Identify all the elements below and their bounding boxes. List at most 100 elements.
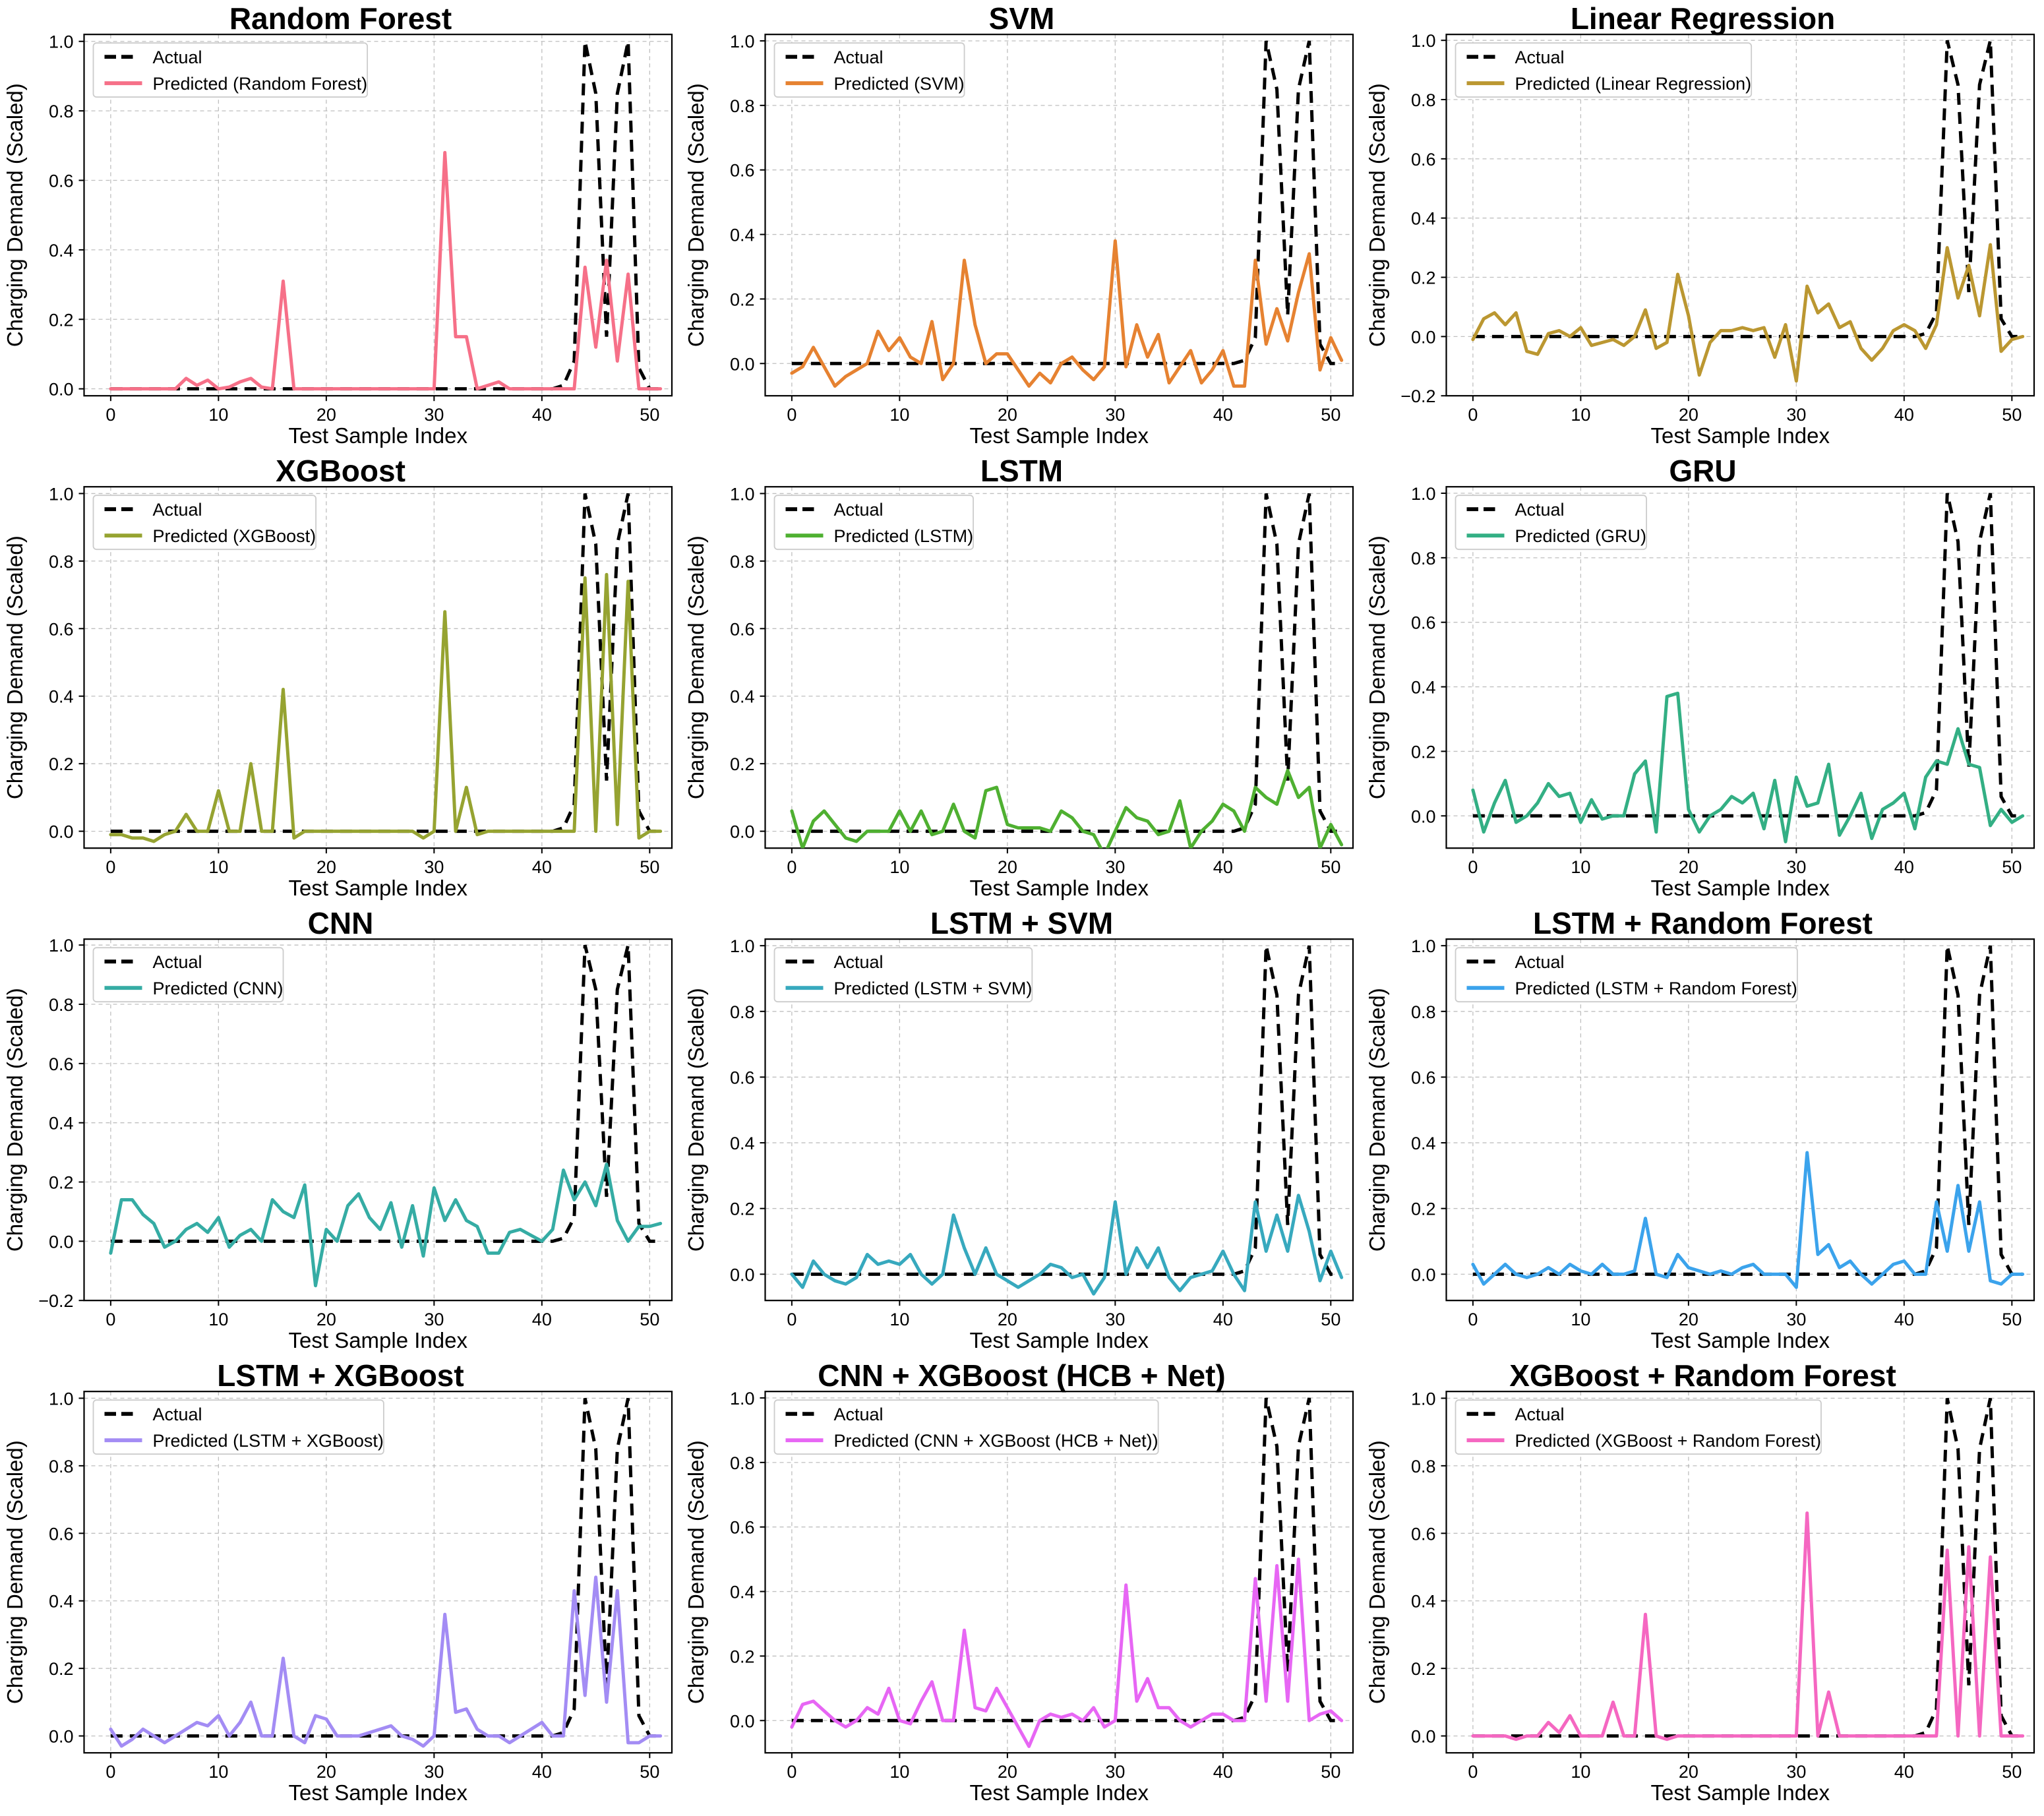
svg-text:0.4: 0.4 <box>49 1592 74 1612</box>
svg-text:XGBoost: XGBoost <box>276 454 406 488</box>
svg-text:30: 30 <box>1786 857 1806 877</box>
svg-text:0.6: 0.6 <box>49 171 74 191</box>
svg-text:Charging Demand (Scaled): Charging Demand (Scaled) <box>1365 535 1389 799</box>
svg-text:50: 50 <box>1321 1762 1340 1782</box>
svg-text:0.0: 0.0 <box>49 1232 74 1252</box>
svg-text:50: 50 <box>1321 857 1340 877</box>
svg-text:1.0: 1.0 <box>1411 31 1436 51</box>
svg-text:30: 30 <box>1105 405 1125 425</box>
svg-text:Predicted (XGBoost + Random Fo: Predicted (XGBoost + Random Forest) <box>1515 1431 1821 1451</box>
svg-text:−0.2: −0.2 <box>38 1291 73 1311</box>
svg-text:10: 10 <box>208 405 228 425</box>
svg-text:0.6: 0.6 <box>1411 1524 1436 1544</box>
svg-text:Charging Demand (Scaled): Charging Demand (Scaled) <box>3 83 27 347</box>
svg-text:40: 40 <box>1213 857 1233 877</box>
svg-text:0.0: 0.0 <box>49 1727 74 1747</box>
svg-text:0.2: 0.2 <box>49 1659 74 1679</box>
svg-text:0.4: 0.4 <box>49 1114 74 1134</box>
svg-text:0.0: 0.0 <box>49 822 74 842</box>
svg-text:0.8: 0.8 <box>49 552 74 572</box>
svg-text:0.4: 0.4 <box>1411 1134 1436 1153</box>
svg-text:Predicted (XGBoost): Predicted (XGBoost) <box>153 526 316 546</box>
svg-text:40: 40 <box>1894 1310 1914 1329</box>
svg-text:0.0: 0.0 <box>49 380 74 400</box>
svg-text:0: 0 <box>787 405 797 425</box>
svg-text:0.4: 0.4 <box>730 1583 755 1602</box>
svg-text:−0.2: −0.2 <box>1400 386 1435 406</box>
svg-text:1.0: 1.0 <box>730 484 755 504</box>
svg-text:0: 0 <box>787 1762 797 1782</box>
svg-text:Actual: Actual <box>1515 47 1565 67</box>
svg-text:0.8: 0.8 <box>730 552 755 572</box>
svg-text:0.0: 0.0 <box>1411 327 1436 347</box>
svg-text:40: 40 <box>532 405 552 425</box>
svg-text:Actual: Actual <box>1515 1405 1565 1424</box>
svg-text:Linear Regression: Linear Regression <box>1571 1 1835 36</box>
svg-text:0.2: 0.2 <box>1411 1659 1436 1679</box>
svg-text:50: 50 <box>2002 1762 2022 1782</box>
svg-text:10: 10 <box>889 405 909 425</box>
svg-text:LSTM + Random Forest: LSTM + Random Forest <box>1533 906 1873 940</box>
svg-text:0.6: 0.6 <box>730 619 755 639</box>
svg-text:40: 40 <box>1894 857 1914 877</box>
svg-text:20: 20 <box>1679 1310 1698 1329</box>
svg-text:0.6: 0.6 <box>49 1524 74 1544</box>
svg-text:0.0: 0.0 <box>1411 806 1436 826</box>
svg-text:0: 0 <box>1468 857 1478 877</box>
svg-text:0.6: 0.6 <box>730 161 755 181</box>
svg-text:Actual: Actual <box>153 1405 202 1424</box>
svg-text:1.0: 1.0 <box>1411 484 1436 504</box>
svg-text:40: 40 <box>532 1310 552 1329</box>
svg-text:1.0: 1.0 <box>1411 1389 1436 1408</box>
svg-text:1.0: 1.0 <box>1411 936 1436 956</box>
svg-text:30: 30 <box>1786 1310 1806 1329</box>
svg-text:Charging Demand (Scaled): Charging Demand (Scaled) <box>3 535 27 799</box>
svg-text:Test Sample Index: Test Sample Index <box>970 1780 1149 1805</box>
svg-text:0.2: 0.2 <box>49 310 74 330</box>
svg-text:Predicted (Random Forest): Predicted (Random Forest) <box>153 74 368 94</box>
svg-text:Charging Demand (Scaled): Charging Demand (Scaled) <box>3 988 27 1252</box>
svg-text:0.8: 0.8 <box>49 1457 74 1476</box>
svg-text:Predicted (LSTM + Random Fores: Predicted (LSTM + Random Forest) <box>1515 979 1797 998</box>
svg-text:Random Forest: Random Forest <box>229 1 452 36</box>
svg-text:10: 10 <box>889 1310 909 1329</box>
svg-text:0.6: 0.6 <box>1411 1068 1436 1087</box>
svg-text:50: 50 <box>2002 405 2022 425</box>
svg-text:40: 40 <box>532 857 552 877</box>
svg-text:Test Sample Index: Test Sample Index <box>1651 1780 1830 1805</box>
svg-text:XGBoost + Random Forest: XGBoost + Random Forest <box>1509 1358 1896 1393</box>
svg-text:0.2: 0.2 <box>730 289 755 309</box>
svg-text:0: 0 <box>105 405 115 425</box>
svg-text:0.6: 0.6 <box>730 1518 755 1538</box>
svg-text:1.0: 1.0 <box>730 32 755 51</box>
svg-text:0.6: 0.6 <box>1411 150 1436 169</box>
svg-text:Actual: Actual <box>834 952 884 972</box>
svg-text:Predicted (LSTM): Predicted (LSTM) <box>834 526 974 546</box>
svg-text:0.8: 0.8 <box>1411 90 1436 110</box>
svg-text:Charging Demand (Scaled): Charging Demand (Scaled) <box>1365 83 1389 347</box>
svg-text:Actual: Actual <box>834 500 884 520</box>
svg-text:Predicted (SVM): Predicted (SVM) <box>834 74 965 94</box>
svg-text:0.4: 0.4 <box>1411 209 1436 229</box>
svg-text:LSTM + SVM: LSTM + SVM <box>930 906 1113 940</box>
svg-text:0.0: 0.0 <box>730 822 755 842</box>
svg-text:0.0: 0.0 <box>730 354 755 374</box>
svg-text:0: 0 <box>1468 1310 1478 1329</box>
svg-text:0.4: 0.4 <box>730 226 755 245</box>
svg-text:Test Sample Index: Test Sample Index <box>970 423 1149 448</box>
svg-text:1.0: 1.0 <box>49 484 74 504</box>
svg-text:Test Sample Index: Test Sample Index <box>970 876 1149 900</box>
svg-text:0.2: 0.2 <box>730 1199 755 1219</box>
svg-text:0.4: 0.4 <box>49 687 74 707</box>
svg-text:20: 20 <box>998 1762 1017 1782</box>
svg-text:40: 40 <box>1213 405 1233 425</box>
svg-text:Charging Demand (Scaled): Charging Demand (Scaled) <box>684 83 708 347</box>
svg-text:30: 30 <box>424 857 444 877</box>
svg-text:1.0: 1.0 <box>730 1389 755 1408</box>
svg-text:Predicted (LSTM + SVM): Predicted (LSTM + SVM) <box>834 979 1033 998</box>
svg-text:0.6: 0.6 <box>49 619 74 639</box>
svg-text:20: 20 <box>998 405 1017 425</box>
svg-text:20: 20 <box>316 857 336 877</box>
svg-text:0.2: 0.2 <box>49 754 74 774</box>
svg-text:0.6: 0.6 <box>730 1068 755 1087</box>
